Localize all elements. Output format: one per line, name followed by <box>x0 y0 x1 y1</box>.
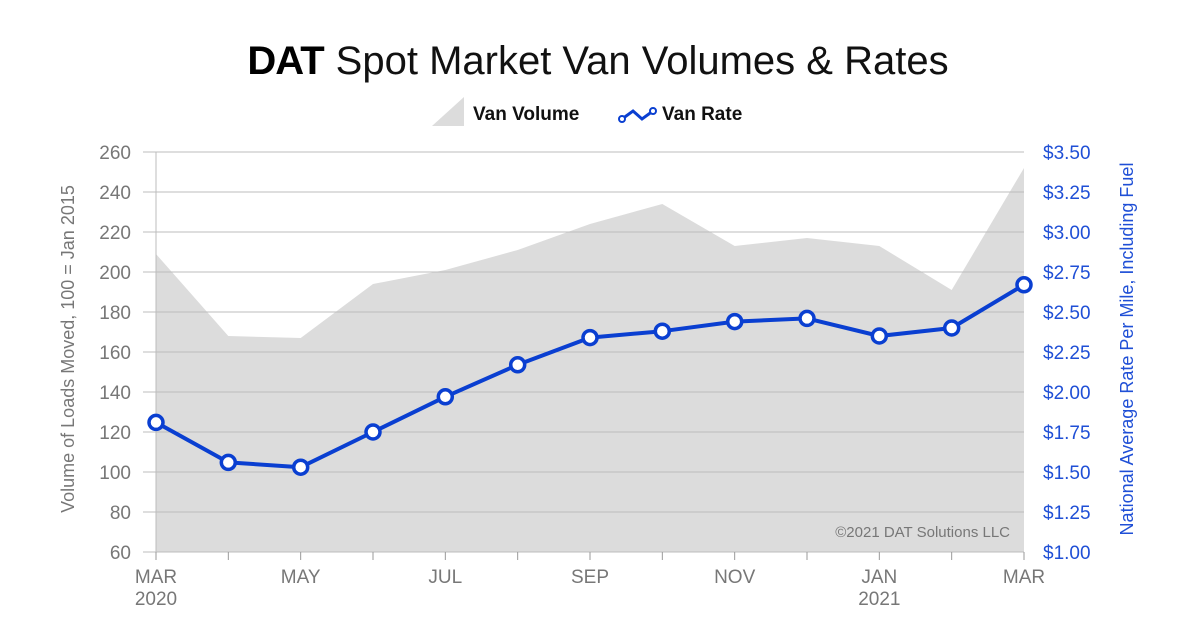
x-tick-label: MAR <box>1003 567 1045 588</box>
right-tick-label: $2.25 <box>1043 343 1091 364</box>
van-rate-point <box>147 413 165 432</box>
area-swatch-icon <box>432 97 464 126</box>
x-tick-label-year: 2021 <box>858 589 900 610</box>
left-tick-label: 200 <box>99 263 131 284</box>
right-tick-label: $1.00 <box>1043 543 1091 564</box>
left-tick-label: 160 <box>99 343 131 364</box>
x-tick-label: JUL <box>428 567 462 588</box>
left-tick-label: 220 <box>99 223 131 244</box>
left-tick-label: 180 <box>99 303 131 324</box>
left-axis-ticks: 260 240 220 200 180 160 140 120 100 80 60 <box>99 143 131 564</box>
x-tick-label-year: 2020 <box>135 589 177 610</box>
chart-title: DAT Spot Market Van Volumes & Rates <box>247 39 948 83</box>
left-tick-label: 140 <box>99 383 131 404</box>
left-axis-label: Volume of Loads Moved, 100 = Jan 2015 <box>58 185 78 513</box>
gridlines <box>143 151 1024 560</box>
van-rate-point <box>653 322 672 340</box>
x-tick-label: MAR <box>135 567 177 588</box>
right-tick-label: $3.50 <box>1043 143 1091 164</box>
chart-title-rest: Spot Market Van Volumes & Rates <box>336 39 949 83</box>
van-rate-point <box>798 309 816 328</box>
x-tick-label: NOV <box>714 567 756 588</box>
right-tick-label: $2.00 <box>1043 383 1091 404</box>
legend: Van Volume Van Rate <box>432 97 742 126</box>
left-tick-label: 100 <box>99 463 131 484</box>
van-rate-point <box>436 388 455 406</box>
right-tick-label: $3.25 <box>1043 183 1091 204</box>
van-rate-point <box>581 328 599 347</box>
van-rate-point <box>870 327 889 345</box>
x-tick-label: SEP <box>571 567 609 588</box>
left-tick-label: 80 <box>110 503 131 524</box>
right-axis-ticks: $3.50 $3.25 $3.00 $2.75 $2.50 $2.25 $2.00 $1.75… <box>1043 143 1091 564</box>
van-rate-point <box>725 312 744 331</box>
right-tick-label: $1.50 <box>1043 463 1091 484</box>
right-tick-label: $2.50 <box>1043 303 1091 324</box>
van-volume-area <box>156 168 1024 552</box>
x-tick-label: MAY <box>281 567 321 588</box>
van-rate-point <box>508 356 527 374</box>
van-rate-point <box>942 319 961 337</box>
van-rate-point <box>219 453 238 472</box>
right-tick-label: $2.75 <box>1043 263 1091 284</box>
left-tick-label: 60 <box>110 543 131 564</box>
legend-label-van-volume: Van Volume <box>473 104 579 125</box>
right-tick-label: $1.75 <box>1043 423 1091 444</box>
x-tick-label: JAN <box>861 567 897 588</box>
left-tick-label: 240 <box>99 183 131 204</box>
right-axis-label: National Average Rate Per Mile, Includin… <box>1117 163 1137 536</box>
van-rate-points <box>147 276 1033 476</box>
line-marker-icon <box>618 107 657 123</box>
van-rate-point <box>1015 276 1033 294</box>
right-tick-label: $1.25 <box>1043 503 1091 524</box>
legend-item-van-rate: Van Rate <box>618 104 742 125</box>
left-tick-label: 260 <box>99 143 131 164</box>
van-rate-point <box>364 423 382 441</box>
van-rate-point <box>291 458 310 476</box>
copyright-text: ©2021 DAT Solutions LLC <box>835 524 1010 541</box>
legend-label-van-rate: Van Rate <box>662 104 742 125</box>
legend-item-van-volume: Van Volume <box>432 97 579 126</box>
chart-title-brand: DAT <box>247 39 324 83</box>
right-tick-label: $3.00 <box>1043 223 1091 244</box>
left-tick-label: 120 <box>99 423 131 444</box>
